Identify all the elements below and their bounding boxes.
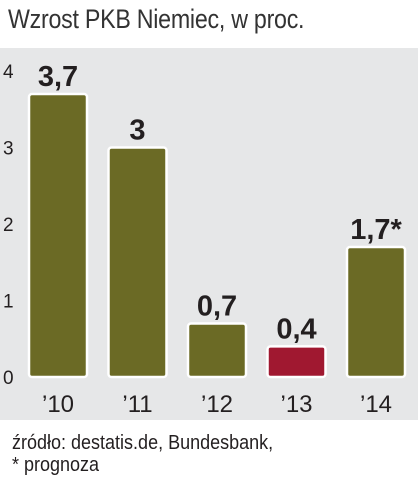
y-tick-label: 2 [3, 215, 14, 236]
source-note: źródło: destatis.de, Bundesbank, * progn… [12, 432, 273, 476]
data-label: 3,7 [38, 61, 78, 93]
bar [107, 146, 168, 379]
forecast-note: * prognoza [12, 454, 100, 476]
y-tick-label: 3 [3, 139, 14, 160]
source-text: źródło: destatis.de, Bundesbank, [12, 432, 274, 454]
data-label: 0,4 [276, 313, 316, 345]
bar [266, 345, 327, 379]
x-tick-label: ’13 [280, 391, 312, 418]
y-tick-label: 1 [3, 292, 14, 313]
x-tick-label: ’12 [201, 391, 233, 418]
y-tick-label: 4 [3, 62, 14, 83]
x-tick-label: ’14 [360, 391, 392, 418]
bar [27, 92, 89, 379]
y-tick-label: 0 [3, 368, 14, 389]
bars-group [27, 92, 407, 379]
x-tick-label: ’10 [42, 391, 74, 418]
x-axis: ’10 ’11 ’12 ’13 ’14 [42, 391, 392, 418]
x-tick-label: ’11 [122, 391, 152, 418]
data-label: 3 [129, 115, 145, 147]
data-label: 1,7* [350, 214, 402, 246]
data-label: 0,7 [197, 290, 237, 322]
bar [186, 322, 248, 379]
y-axis: 0 1 2 3 4 [3, 62, 14, 389]
chart-title: Wzrost PKB Niemiec, w proc. [8, 4, 305, 34]
bar [345, 245, 407, 379]
data-labels-group: 3,7 3 0,7 0,4 1,7* [38, 61, 403, 345]
